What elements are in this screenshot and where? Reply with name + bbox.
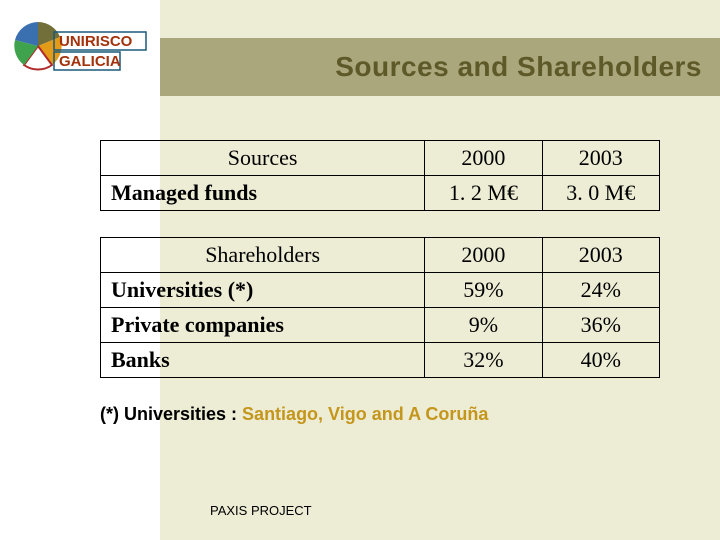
table-row: Managed funds 1. 2 M€ 3. 0 M€ [101, 176, 660, 211]
table-row: Universities (*) 59% 24% [101, 273, 660, 308]
cell: 3. 0 M€ [542, 176, 659, 211]
logo-text-bottom: GALICIA [59, 53, 121, 70]
sources-col-2000: 2000 [425, 141, 542, 176]
cell: 9% [425, 308, 542, 343]
row-label: Universities (*) [101, 273, 425, 308]
cell: 1. 2 M€ [425, 176, 542, 211]
cell: 36% [542, 308, 659, 343]
table-header-row: Shareholders 2000 2003 [101, 238, 660, 273]
cell: 59% [425, 273, 542, 308]
logo-text-top: UNIRISCO [59, 33, 133, 50]
footer-label: PAXIS PROJECT [210, 503, 312, 518]
footnote: (*) Universities : Santiago, Vigo and A … [100, 404, 660, 425]
row-label: Banks [101, 343, 425, 378]
table-header-row: Sources 2000 2003 [101, 141, 660, 176]
page-title: Sources and Shareholders [335, 51, 702, 83]
row-label: Private companies [101, 308, 425, 343]
table-row: Banks 32% 40% [101, 343, 660, 378]
row-label: Managed funds [101, 176, 425, 211]
cell: 32% [425, 343, 542, 378]
shareholders-header-label: Shareholders [101, 238, 425, 273]
cell: 40% [542, 343, 659, 378]
sources-col-2003: 2003 [542, 141, 659, 176]
sources-header-label: Sources [101, 141, 425, 176]
shareholders-col-2003: 2003 [542, 238, 659, 273]
footnote-highlight: Santiago, Vigo and A Coruña [242, 404, 488, 424]
sources-table: Sources 2000 2003 Managed funds 1. 2 M€ … [100, 140, 660, 211]
shareholders-table: Shareholders 2000 2003 Universities (*) … [100, 237, 660, 378]
shareholders-col-2000: 2000 [425, 238, 542, 273]
logo-svg: UNIRISCO GALICIA [12, 12, 152, 90]
table-row: Private companies 9% 36% [101, 308, 660, 343]
logo: UNIRISCO GALICIA [12, 12, 152, 90]
footnote-prefix: (*) Universities : [100, 404, 242, 424]
header-band: Sources and Shareholders [160, 38, 720, 96]
cell: 24% [542, 273, 659, 308]
content-area: Sources 2000 2003 Managed funds 1. 2 M€ … [100, 140, 660, 425]
